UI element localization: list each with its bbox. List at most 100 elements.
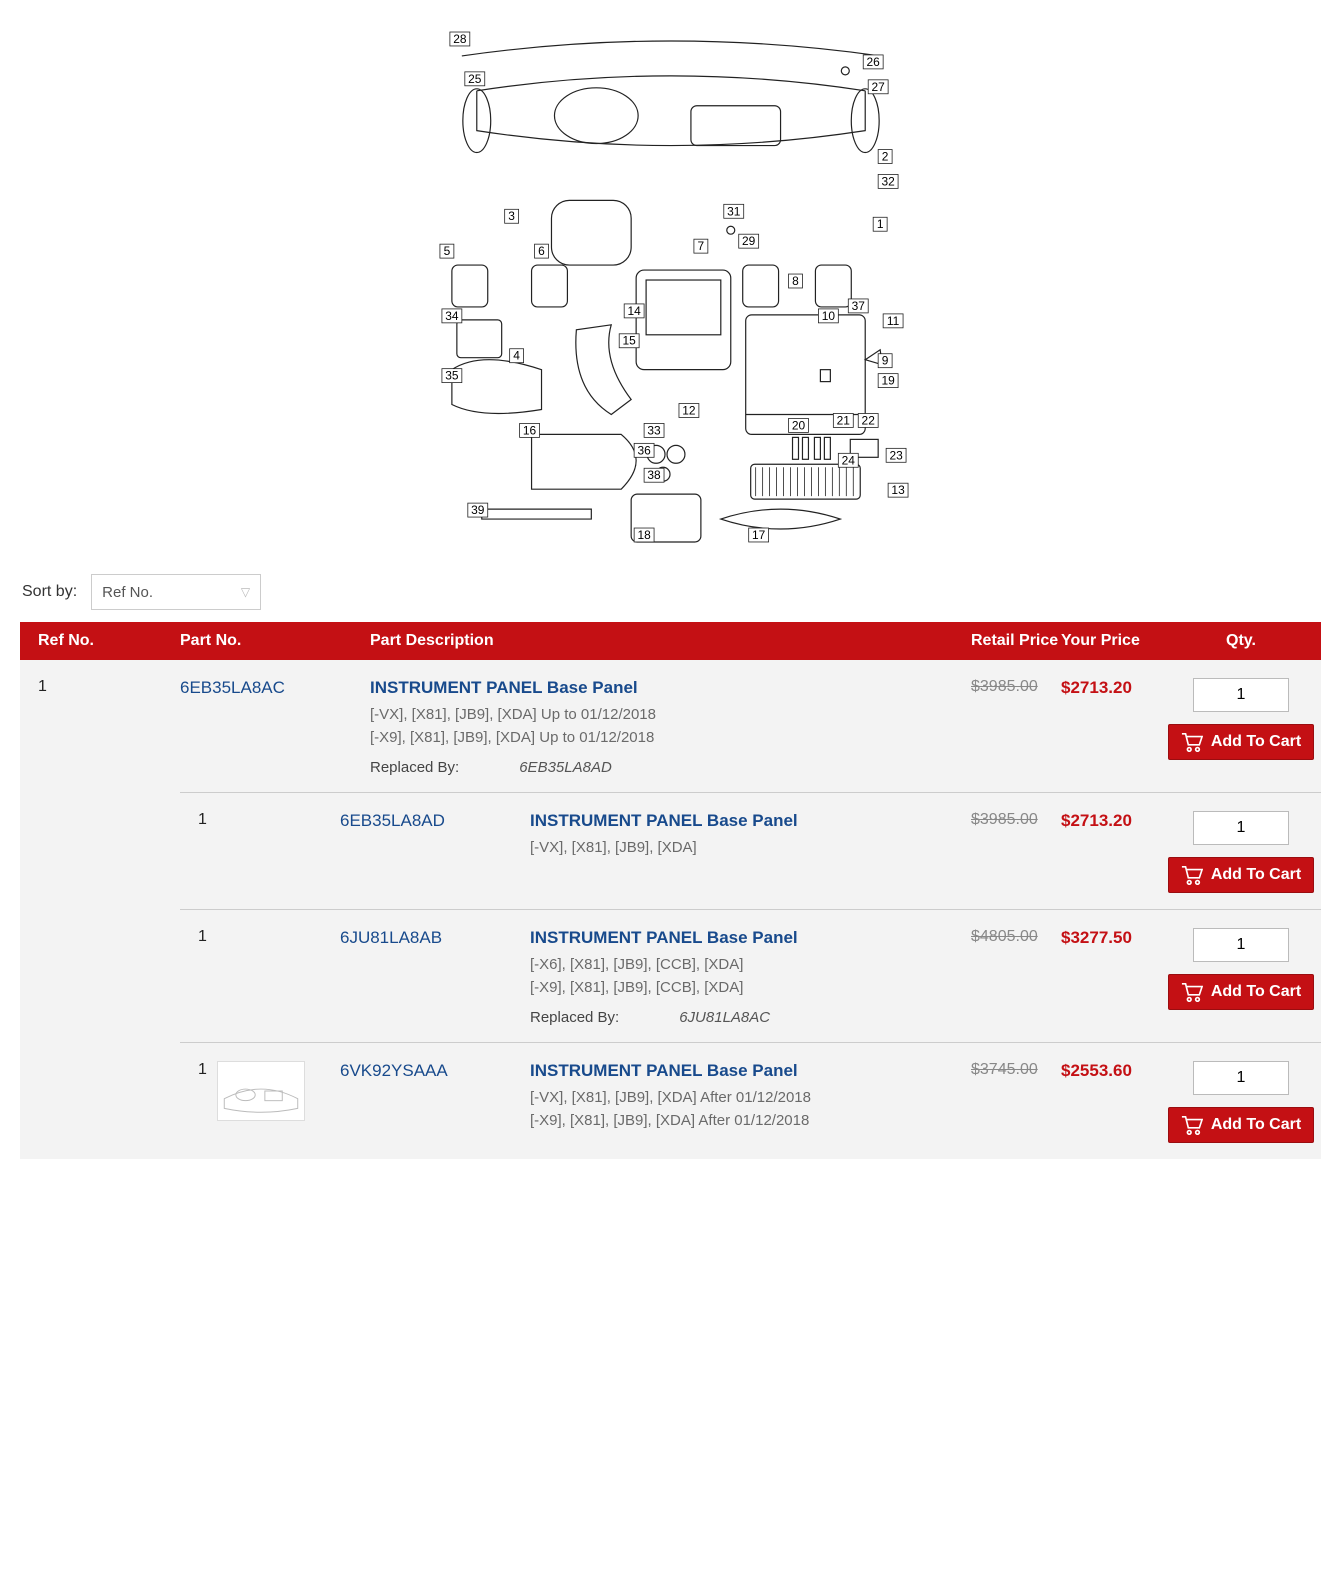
svg-text:37: 37 bbox=[851, 299, 865, 313]
your-price: $2713.20 bbox=[1061, 678, 1161, 776]
col-retail: Retail Price bbox=[971, 632, 1061, 650]
part-title: INSTRUMENT PANEL Base Panel bbox=[530, 811, 961, 831]
qty-input[interactable] bbox=[1193, 678, 1289, 712]
partno-cell: 6JU81LA8AB bbox=[340, 928, 530, 1026]
svg-text:19: 19 bbox=[881, 374, 895, 388]
chevron-down-icon: ▽ bbox=[241, 585, 250, 599]
table-row: 1 6EB35LA8AD INSTRUMENT PANEL Base Panel… bbox=[180, 792, 1321, 909]
sort-selected-value: Ref No. bbox=[102, 584, 153, 601]
partno-cell: 6VK92YSAAA bbox=[340, 1061, 530, 1143]
ref-cell: 1 bbox=[180, 1061, 340, 1143]
part-spec-lines: [-VX], [X81], [JB9], [XDA] bbox=[530, 837, 961, 860]
table-row: 1 6EB35LA8AC INSTRUMENT PANEL Base Panel… bbox=[20, 660, 1321, 792]
part-title: INSTRUMENT PANEL Base Panel bbox=[530, 928, 961, 948]
table-row: 1 6JU81LA8AB INSTRUMENT PANEL Base Panel… bbox=[180, 909, 1321, 1042]
cart-icon bbox=[1181, 982, 1203, 1002]
svg-text:24: 24 bbox=[841, 453, 855, 467]
qty-input[interactable] bbox=[1193, 1061, 1289, 1095]
svg-text:27: 27 bbox=[871, 80, 885, 94]
add-to-cart-button[interactable]: Add To Cart bbox=[1168, 974, 1314, 1010]
replaced-by-value: 6EB35LA8AD bbox=[519, 759, 612, 776]
svg-text:34: 34 bbox=[445, 309, 459, 323]
part-number-link[interactable]: 6EB35LA8AD bbox=[340, 811, 445, 830]
svg-text:26: 26 bbox=[866, 55, 880, 69]
svg-text:3: 3 bbox=[508, 209, 515, 223]
svg-text:17: 17 bbox=[752, 528, 766, 542]
qty-cell: Add To Cart bbox=[1161, 928, 1321, 1026]
col-partno: Part No. bbox=[180, 632, 370, 650]
your-price: $2713.20 bbox=[1061, 811, 1161, 893]
cart-icon bbox=[1181, 865, 1203, 885]
svg-text:1: 1 bbox=[876, 217, 883, 231]
part-spec-lines: [-VX], [X81], [JB9], [XDA] After 01/12/2… bbox=[530, 1087, 961, 1132]
svg-text:35: 35 bbox=[445, 369, 459, 383]
svg-text:39: 39 bbox=[471, 503, 485, 517]
part-number-link[interactable]: 6JU81LA8AB bbox=[340, 928, 442, 947]
replaced-by-row: Replaced By: 6JU81LA8AC bbox=[530, 1009, 961, 1026]
qty-cell: Add To Cart bbox=[1161, 811, 1321, 893]
retail-price: $3985.00 bbox=[971, 678, 1061, 776]
svg-text:32: 32 bbox=[881, 174, 895, 188]
add-to-cart-label: Add To Cart bbox=[1211, 983, 1301, 1001]
svg-text:20: 20 bbox=[791, 418, 805, 432]
ref-cell: 1 bbox=[180, 811, 340, 893]
svg-text:12: 12 bbox=[682, 403, 696, 417]
add-to-cart-label: Add To Cart bbox=[1211, 733, 1301, 751]
part-title: INSTRUMENT PANEL Base Panel bbox=[530, 1061, 961, 1081]
retail-price: $3745.00 bbox=[971, 1061, 1061, 1143]
exploded-diagram-image[interactable]: 1234567891011121314151617181920212223242… bbox=[421, 20, 921, 550]
svg-text:16: 16 bbox=[522, 423, 536, 437]
part-title: INSTRUMENT PANEL Base Panel bbox=[370, 678, 961, 698]
svg-text:5: 5 bbox=[443, 244, 450, 258]
svg-text:14: 14 bbox=[627, 304, 641, 318]
svg-text:9: 9 bbox=[881, 354, 888, 368]
partno-cell: 6EB35LA8AC bbox=[180, 678, 370, 776]
partno-cell: 6EB35LA8AD bbox=[340, 811, 530, 893]
cart-icon bbox=[1181, 732, 1203, 752]
part-thumbnail[interactable] bbox=[217, 1061, 305, 1121]
col-qty: Qty. bbox=[1161, 632, 1321, 650]
add-to-cart-button[interactable]: Add To Cart bbox=[1168, 724, 1314, 760]
add-to-cart-button[interactable]: Add To Cart bbox=[1168, 857, 1314, 893]
col-desc: Part Description bbox=[370, 632, 971, 650]
col-ref: Ref No. bbox=[20, 632, 180, 650]
ref-cell: 1 bbox=[180, 928, 340, 1026]
replaced-by-label: Replaced By: bbox=[370, 759, 459, 776]
your-price: $2553.60 bbox=[1061, 1061, 1161, 1143]
svg-text:10: 10 bbox=[821, 309, 835, 323]
svg-text:13: 13 bbox=[891, 483, 905, 497]
add-to-cart-button[interactable]: Add To Cart bbox=[1168, 1107, 1314, 1143]
col-your: Your Price bbox=[1061, 632, 1161, 650]
desc-cell: INSTRUMENT PANEL Base Panel [-VX], [X81]… bbox=[370, 678, 971, 776]
ref-no: 1 bbox=[198, 928, 207, 946]
svg-text:11: 11 bbox=[886, 314, 899, 328]
part-number-link[interactable]: 6EB35LA8AC bbox=[180, 678, 285, 697]
your-price: $3277.50 bbox=[1061, 928, 1161, 1026]
svg-text:6: 6 bbox=[538, 244, 545, 258]
table-row: 1 6VK92YSAAA INSTRUMENT PANEL Base Panel… bbox=[180, 1042, 1321, 1159]
desc-cell: INSTRUMENT PANEL Base Panel [-VX], [X81]… bbox=[530, 811, 971, 893]
part-number-link[interactable]: 6VK92YSAAA bbox=[340, 1061, 448, 1080]
svg-text:18: 18 bbox=[637, 528, 651, 542]
svg-text:4: 4 bbox=[513, 349, 520, 363]
replaced-by-row: Replaced By: 6EB35LA8AD bbox=[370, 759, 961, 776]
table-header: Ref No. Part No. Part Description Retail… bbox=[20, 622, 1321, 660]
add-to-cart-label: Add To Cart bbox=[1211, 1116, 1301, 1134]
svg-text:25: 25 bbox=[468, 72, 482, 86]
sort-select[interactable]: Ref No. ▽ bbox=[91, 574, 261, 610]
svg-text:29: 29 bbox=[742, 234, 756, 248]
qty-input[interactable] bbox=[1193, 928, 1289, 962]
replaced-by-label: Replaced By: bbox=[530, 1009, 619, 1026]
svg-text:2: 2 bbox=[881, 150, 888, 164]
svg-text:23: 23 bbox=[889, 448, 903, 462]
part-spec-lines: [-VX], [X81], [JB9], [XDA] Up to 01/12/2… bbox=[370, 704, 961, 749]
part-spec-lines: [-X6], [X81], [JB9], [CCB], [XDA] [-X9],… bbox=[530, 954, 961, 999]
svg-text:21: 21 bbox=[836, 413, 850, 427]
svg-text:15: 15 bbox=[622, 334, 636, 348]
qty-input[interactable] bbox=[1193, 811, 1289, 845]
svg-text:28: 28 bbox=[453, 32, 467, 46]
table-body: 1 6EB35LA8AC INSTRUMENT PANEL Base Panel… bbox=[20, 660, 1321, 1159]
ref-no: 1 bbox=[38, 678, 47, 696]
svg-text:8: 8 bbox=[792, 274, 799, 288]
desc-cell: INSTRUMENT PANEL Base Panel [-X6], [X81]… bbox=[530, 928, 971, 1026]
